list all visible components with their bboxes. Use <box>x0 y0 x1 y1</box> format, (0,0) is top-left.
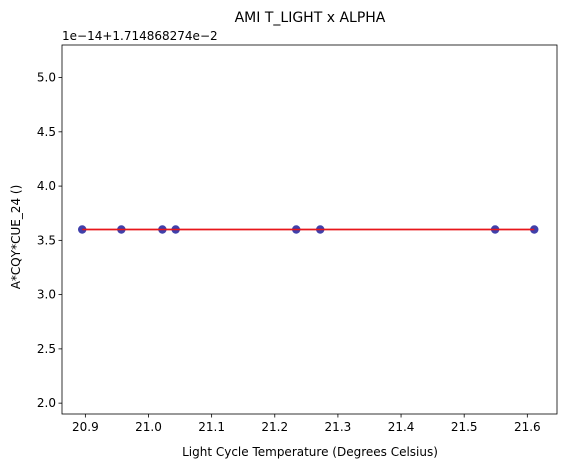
plot-area: 20.9 21.0 21.1 21.2 21.3 21.4 21.5 21.6 2.0 2.5 3.… <box>37 44 558 434</box>
x-tick-label: 21.0 <box>135 420 162 434</box>
chart-title: AMI T_LIGHT x ALPHA <box>235 10 386 26</box>
x-tick-label: 21.4 <box>388 420 415 434</box>
x-axis-label: Light Cycle Temperature (Degrees Celsius… <box>182 445 438 459</box>
x-tick-label: 20.9 <box>72 420 99 434</box>
x-tick-label: 21.5 <box>451 420 478 434</box>
y-axis-label: A*CQY*CUE_24 () <box>9 185 23 290</box>
y-tick-label: 2.5 <box>37 342 56 356</box>
x-tick-label: 21.2 <box>261 420 288 434</box>
y-offset-text: 1e−14+1.714868274e−2 <box>62 29 218 43</box>
x-tick-label: 21.3 <box>325 420 352 434</box>
plot-frame <box>61 44 558 415</box>
y-tick-label: 3.0 <box>37 288 56 302</box>
x-tick-label: 21.1 <box>198 420 225 434</box>
y-tick-label: 5.0 <box>37 71 56 85</box>
y-tick-label: 2.0 <box>37 396 56 410</box>
y-tick-label: 3.5 <box>37 233 56 247</box>
y-tick-label: 4.0 <box>37 179 56 193</box>
x-tick-label: 21.6 <box>514 420 541 434</box>
y-tick-label: 4.5 <box>37 125 56 139</box>
